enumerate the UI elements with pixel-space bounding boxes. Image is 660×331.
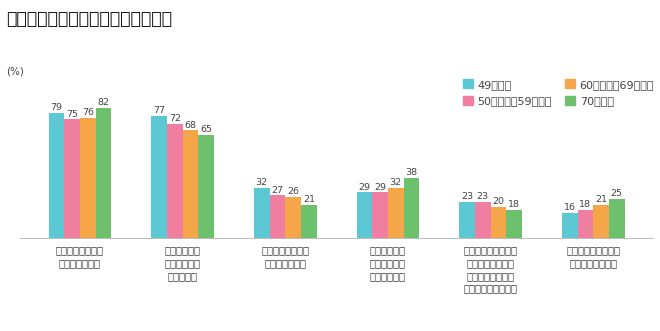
Text: 79: 79 (50, 103, 63, 112)
Bar (475, 202, 490, 238)
Bar (593, 205, 609, 238)
Text: 38: 38 (405, 168, 418, 177)
Text: 32: 32 (389, 178, 402, 187)
Bar (151, 116, 167, 238)
Bar (372, 192, 388, 238)
Bar (562, 213, 578, 238)
Text: 20: 20 (492, 197, 504, 206)
Text: 29: 29 (358, 182, 370, 192)
Bar (388, 188, 404, 238)
Bar (199, 135, 214, 238)
Text: 21: 21 (303, 195, 315, 204)
Text: 76: 76 (82, 108, 94, 117)
Text: 27: 27 (271, 186, 283, 195)
Text: 75: 75 (66, 110, 78, 118)
Text: 32: 32 (255, 178, 268, 187)
Text: 72: 72 (169, 114, 181, 123)
Text: 16: 16 (564, 203, 576, 212)
Text: 26: 26 (287, 187, 299, 196)
Bar (285, 197, 301, 238)
Text: 18: 18 (508, 200, 520, 209)
Text: 21: 21 (595, 195, 607, 204)
Text: 23: 23 (477, 192, 489, 201)
Text: 82: 82 (98, 98, 110, 108)
Bar (404, 178, 419, 238)
Bar (578, 210, 593, 238)
Text: 65: 65 (200, 125, 212, 134)
Bar (269, 196, 285, 238)
Bar (183, 130, 199, 238)
Bar (167, 124, 183, 238)
Bar (96, 108, 112, 238)
Text: 25: 25 (610, 189, 623, 198)
Text: 経営者の年代別に見た成長への意識: 経営者の年代別に見た成長への意識 (7, 10, 173, 28)
Bar (80, 118, 96, 238)
Bar (356, 192, 372, 238)
Text: 77: 77 (153, 106, 165, 116)
Bar (49, 113, 64, 238)
Bar (254, 188, 269, 238)
Text: 68: 68 (185, 121, 197, 130)
Bar (301, 205, 317, 238)
Legend: 49歳以下, 50歳以上〜59歳以下, 60歳以上〜69歳以下, 70歳以上: 49歳以下, 50歳以上〜59歳以下, 60歳以上〜69歳以下, 70歳以上 (463, 79, 654, 106)
Bar (459, 202, 475, 238)
Text: (%): (%) (7, 66, 24, 76)
Bar (609, 199, 624, 238)
Bar (490, 207, 506, 238)
Text: 29: 29 (374, 182, 386, 192)
Text: 18: 18 (579, 200, 591, 209)
Bar (506, 210, 522, 238)
Text: 23: 23 (461, 192, 473, 201)
Bar (64, 119, 80, 238)
